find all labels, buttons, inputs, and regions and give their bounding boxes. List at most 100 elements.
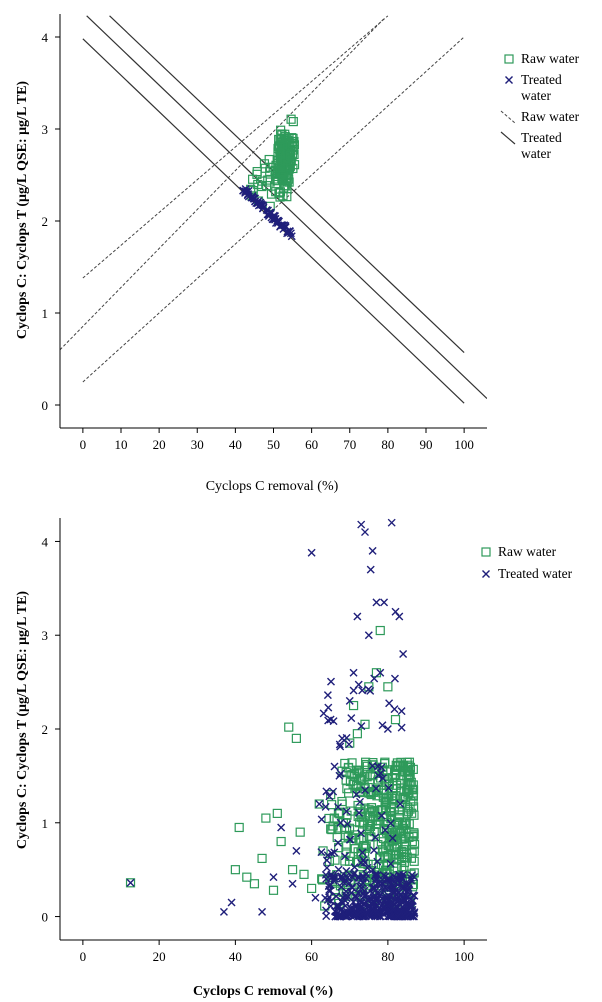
raw-water-point <box>125 878 136 888</box>
raw-water-point <box>378 788 388 798</box>
y-tick-label: 3 <box>42 122 49 137</box>
x-tick-label: 80 <box>381 437 394 452</box>
treated-water-point <box>219 907 228 916</box>
raw-water-point <box>373 776 383 786</box>
treated-water-point <box>322 787 331 796</box>
treated-water-point <box>334 865 343 874</box>
chart-2-legend: Raw water Treated water <box>481 544 573 581</box>
treated-water-point <box>325 885 334 894</box>
raw-water-reference-line <box>82 15 389 279</box>
raw-water-point <box>409 829 419 839</box>
treated-water-point <box>363 908 372 917</box>
treated-water-point <box>368 865 377 874</box>
chart-2: 0 20 40 60 80 100 0 1 2 3 4 Raw water Treated water… <box>15 518 573 999</box>
treated-water-point <box>378 721 387 730</box>
raw-water-point <box>355 807 365 817</box>
raw-water-point <box>326 824 336 834</box>
treated-water-point <box>396 890 405 899</box>
treated-water-point <box>274 216 283 225</box>
treated-water-point <box>375 896 384 905</box>
raw-water-point <box>257 853 267 864</box>
treated-water-point <box>352 790 361 799</box>
x-tick-label: 20 <box>153 949 166 964</box>
treated-water-point <box>345 740 354 749</box>
treated-water-point <box>409 891 418 900</box>
treated-water-point <box>379 871 388 880</box>
treated-water-point <box>372 598 381 607</box>
treated-water-point <box>357 829 366 838</box>
y-tick-label: 4 <box>42 534 49 549</box>
legend-x-icon <box>482 570 490 578</box>
treated-water-point <box>345 696 354 705</box>
raw-water-point <box>397 834 407 844</box>
treated-water-point <box>383 725 392 733</box>
raw-water-reference-line <box>60 18 385 351</box>
treated-water-point <box>324 716 333 725</box>
raw-water-point <box>380 825 390 835</box>
treated-water-point <box>357 722 366 731</box>
chart-1-points <box>239 114 300 241</box>
treated-water-point <box>341 852 349 861</box>
raw-water-point <box>409 846 419 856</box>
treated-water-point <box>315 800 324 809</box>
treated-water-point <box>325 792 334 801</box>
treated-water-point <box>380 904 389 913</box>
raw-water-point <box>364 820 374 830</box>
treated-water-point <box>362 870 371 879</box>
treated-water-point <box>327 849 336 858</box>
y-tick-label: 2 <box>42 214 49 229</box>
raw-water-point <box>289 136 299 147</box>
treated-water-point <box>319 709 328 718</box>
treated-water-point <box>384 874 393 883</box>
x-tick-label: 0 <box>80 949 87 964</box>
raw-water-point <box>280 153 290 163</box>
treated-water-point <box>390 674 399 683</box>
treated-water-point <box>322 863 331 872</box>
treated-water-point <box>389 884 398 893</box>
treated-water-point <box>336 769 345 778</box>
treated-water-point <box>324 893 333 902</box>
treated-water-point <box>350 863 359 872</box>
treated-water-point <box>337 883 346 892</box>
raw-water-point <box>264 154 274 165</box>
treated-water-point <box>311 893 320 902</box>
raw-water-point <box>249 879 260 889</box>
treated-water-point <box>349 668 358 677</box>
raw-water-point <box>318 846 328 856</box>
treated-water-point <box>386 819 395 828</box>
y-tick-label: 4 <box>42 30 49 45</box>
raw-water-point <box>395 829 406 839</box>
treated-water-point <box>369 846 378 855</box>
raw-water-point <box>359 840 369 851</box>
raw-water-point <box>284 722 294 732</box>
raw-water-point <box>358 817 368 827</box>
raw-water-point <box>383 773 393 784</box>
treated-water-point <box>288 879 297 888</box>
raw-water-point <box>252 166 262 177</box>
treated-water-point <box>387 518 396 527</box>
raw-water-point <box>392 855 402 865</box>
treated-water-point <box>342 807 351 816</box>
y-tick-label: 1 <box>42 306 49 321</box>
treated-water-point <box>364 685 373 694</box>
raw-water-point <box>383 682 393 692</box>
raw-water-point <box>285 150 296 160</box>
raw-water-point <box>299 869 309 879</box>
treated-water-point <box>381 894 390 903</box>
treated-water-point <box>376 668 385 677</box>
treated-water-point <box>329 787 338 796</box>
treated-water-point <box>406 873 415 882</box>
treated-water-point <box>353 612 362 621</box>
legend-square-icon <box>481 547 491 557</box>
treated-water-point <box>377 811 386 820</box>
treated-water-point <box>360 891 369 900</box>
x-tick-label: 0 <box>80 437 87 452</box>
raw-water-point <box>403 773 414 783</box>
raw-water-point <box>360 784 370 794</box>
treated-water-point <box>336 872 345 881</box>
raw-water-point <box>366 803 377 813</box>
raw-water-point <box>375 625 385 636</box>
treated-water-point <box>360 858 369 867</box>
chart-1-x-axis-title: Cyclops C removal (%) <box>206 479 339 494</box>
